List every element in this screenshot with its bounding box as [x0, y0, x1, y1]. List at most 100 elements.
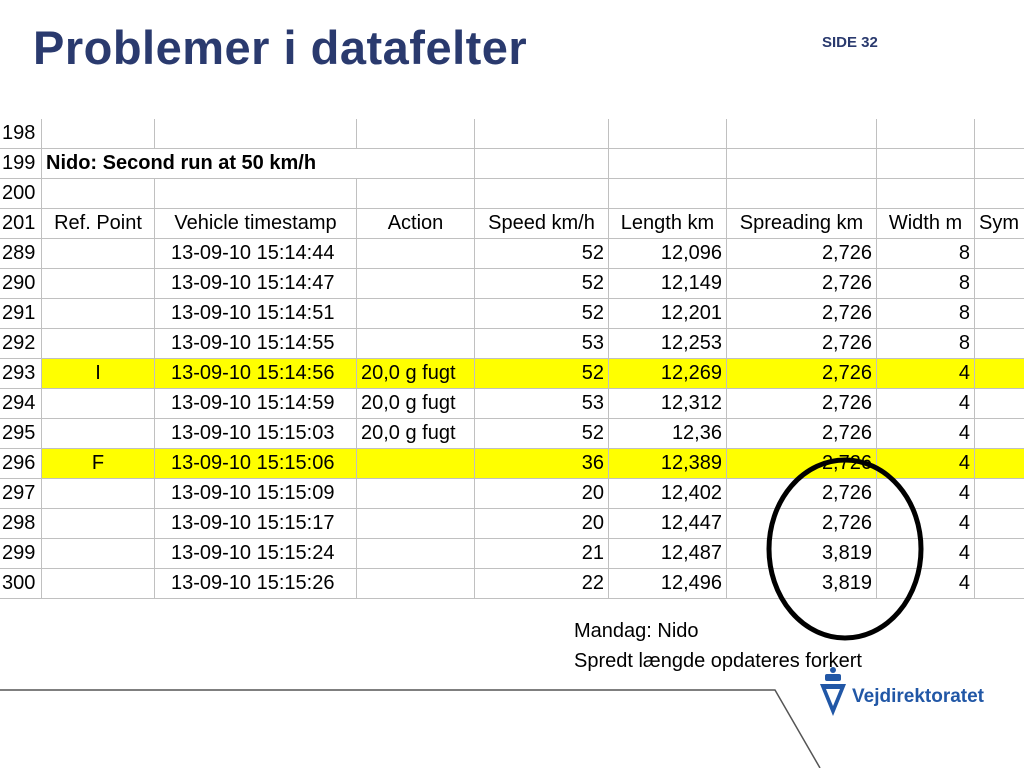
cell: 2,726 — [727, 329, 877, 359]
cell — [357, 179, 475, 209]
cell: 4 — [877, 359, 975, 389]
cell: 2,726 — [727, 479, 877, 509]
cell: 12,253 — [609, 329, 727, 359]
column-header: Action — [357, 209, 475, 239]
cell: 12,096 — [609, 239, 727, 269]
cell — [42, 179, 155, 209]
cell — [42, 479, 155, 509]
cell — [727, 179, 877, 209]
cell — [42, 389, 155, 419]
cell: 8 — [877, 269, 975, 299]
row-number: 290 — [0, 269, 42, 299]
cell — [975, 269, 1024, 299]
cell: 2,726 — [727, 299, 877, 329]
cell: 53 — [475, 389, 609, 419]
cell — [475, 179, 609, 209]
cell — [975, 569, 1024, 599]
cell — [42, 509, 155, 539]
cell: 2,726 — [727, 389, 877, 419]
column-header: Speed km/h — [475, 209, 609, 239]
cell: 12,447 — [609, 509, 727, 539]
cell: 52 — [475, 359, 609, 389]
row-number: 289 — [0, 239, 42, 269]
cell: 12,149 — [609, 269, 727, 299]
cell: 20,0 g fugt — [357, 359, 475, 389]
row-number: 298 — [0, 509, 42, 539]
cell — [609, 149, 727, 179]
row-number: 201 — [0, 209, 42, 239]
annotation: Mandag: Nido Spredt længde opdateres for… — [574, 616, 862, 676]
cell — [42, 239, 155, 269]
cell — [357, 449, 475, 479]
cell: 13-09-10 15:14:55 — [155, 329, 357, 359]
cell: 52 — [475, 299, 609, 329]
cell: 3,819 — [727, 569, 877, 599]
cell — [42, 119, 155, 149]
cell: 53 — [475, 329, 609, 359]
slide-title: Problemer i datafelter — [33, 21, 528, 74]
cell: 4 — [877, 569, 975, 599]
cell: 4 — [877, 479, 975, 509]
cell — [727, 149, 877, 179]
cell: 13-09-10 15:14:44 — [155, 239, 357, 269]
cell — [475, 149, 609, 179]
row-title: Nido: Second run at 50 km/h — [42, 149, 357, 179]
cell: 2,726 — [727, 509, 877, 539]
cell — [975, 299, 1024, 329]
row-number: 199 — [0, 149, 42, 179]
column-header: Width m — [877, 209, 975, 239]
cell: 4 — [877, 419, 975, 449]
cell — [609, 119, 727, 149]
logo-text: Vejdirektoratet — [852, 686, 984, 707]
cell — [357, 479, 475, 509]
cell — [357, 329, 475, 359]
cell: 21 — [475, 539, 609, 569]
annotation-line: Mandag: Nido — [574, 620, 699, 642]
cell: 12,36 — [609, 419, 727, 449]
cell: 13-09-10 15:14:56 — [155, 359, 357, 389]
page-number: SIDE 32 — [822, 34, 878, 51]
cell: 52 — [475, 419, 609, 449]
cell: 12,269 — [609, 359, 727, 389]
cell — [609, 179, 727, 209]
cell: 12,389 — [609, 449, 727, 479]
cell — [975, 149, 1024, 179]
cell: 4 — [877, 389, 975, 419]
cell: 13-09-10 15:15:26 — [155, 569, 357, 599]
cell: 52 — [475, 239, 609, 269]
cell — [357, 149, 475, 179]
cell — [877, 119, 975, 149]
row-number: 292 — [0, 329, 42, 359]
cell: 13-09-10 15:14:47 — [155, 269, 357, 299]
cell — [155, 179, 357, 209]
column-header: Vehicle timestamp — [155, 209, 357, 239]
cell: 4 — [877, 449, 975, 479]
row-number: 294 — [0, 389, 42, 419]
row-number: 297 — [0, 479, 42, 509]
cell: 2,726 — [727, 239, 877, 269]
cell — [877, 179, 975, 209]
cell: 12,201 — [609, 299, 727, 329]
row-number: 300 — [0, 569, 42, 599]
cell: 12,487 — [609, 539, 727, 569]
cell — [975, 389, 1024, 419]
cell — [475, 119, 609, 149]
cell — [357, 119, 475, 149]
cell: 3,819 — [727, 539, 877, 569]
cell: 13-09-10 15:14:59 — [155, 389, 357, 419]
spreadsheet: 198 199 Nido: Second run at 50 km/h 200 201 R… — [0, 119, 1024, 601]
cell — [42, 569, 155, 599]
cell: 20,0 g fugt — [357, 419, 475, 449]
cell — [357, 269, 475, 299]
cell: 20 — [475, 509, 609, 539]
cell: 2,726 — [727, 359, 877, 389]
cell: 2,726 — [727, 449, 877, 479]
cell: 2,726 — [727, 419, 877, 449]
annotation-line: Spredt længde opdateres forkert — [574, 650, 862, 672]
footer-line — [0, 689, 821, 768]
cell — [975, 449, 1024, 479]
row-number: 200 — [0, 179, 42, 209]
cell — [975, 539, 1024, 569]
cell — [42, 539, 155, 569]
